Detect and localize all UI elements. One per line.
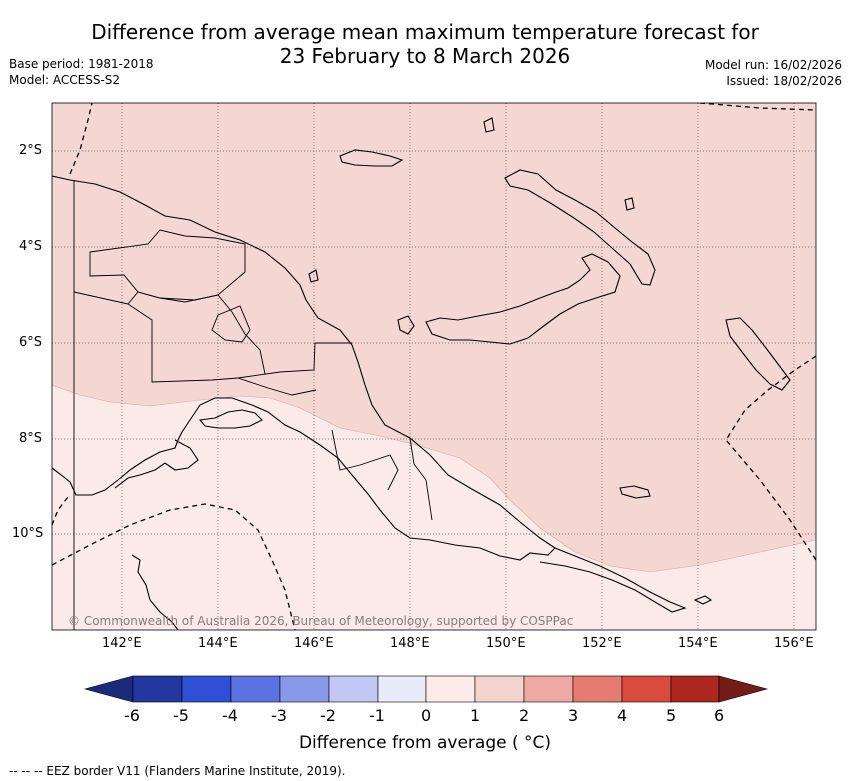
coastlines xyxy=(52,117,791,630)
colorbar-label: 1 xyxy=(470,706,481,725)
model-name: Model: ACCESS-S2 xyxy=(9,73,121,87)
colorbar-label: -5 xyxy=(173,706,189,725)
lon-label-156e: 156°E xyxy=(774,636,814,651)
border-province-5 xyxy=(237,377,317,396)
eez-west xyxy=(52,496,69,526)
colorbar-label: -1 xyxy=(369,706,385,725)
lat-label-10s: 10°S xyxy=(12,526,44,541)
base-period: Base period: 1981-2018 xyxy=(9,57,154,71)
colorbar-bin xyxy=(474,675,525,703)
colorbar-title: Difference from average ( °C) xyxy=(298,733,552,753)
eez-south-west xyxy=(52,503,296,630)
title-line-2: 23 February to 8 March 2026 xyxy=(279,44,571,68)
coast-bismarck-islet-2 xyxy=(624,197,635,211)
anomaly-zone-1-2 xyxy=(52,103,816,573)
colorbar-bin xyxy=(621,675,672,703)
colorbar-label: 0 xyxy=(421,706,432,725)
lat-label-8s: 8°S xyxy=(19,431,43,446)
coast-bismarck-islet-3 xyxy=(308,269,319,283)
issued-date: Issued: 18/02/2026 xyxy=(726,74,842,88)
coast-torres-islands xyxy=(198,409,263,429)
colorbar-label: -4 xyxy=(222,706,238,725)
colorbar-label: 2 xyxy=(519,706,530,725)
colorbar-label: -6 xyxy=(124,706,140,725)
border-province-3 xyxy=(127,291,266,375)
lon-label-148e: 148°E xyxy=(390,636,430,651)
coast-cape-york xyxy=(131,554,179,630)
model-run: Model run: 16/02/2026 xyxy=(704,58,842,72)
lon-label-152e: 152°E xyxy=(582,636,622,651)
coast-manus xyxy=(339,149,404,167)
coast-woodlark xyxy=(619,485,651,499)
lon-label-142e: 142°E xyxy=(102,636,142,651)
eez-east xyxy=(725,355,816,561)
lon-label-150e: 150°E xyxy=(486,636,526,651)
colorbar-bin xyxy=(572,675,623,703)
colorbar-bin xyxy=(132,675,183,703)
colorbar-bin xyxy=(279,675,330,703)
border-province-1 xyxy=(89,229,246,301)
eez-footnote: -- -- -- EEZ border V11 (Flanders Marine… xyxy=(9,764,346,778)
colorbar-label: 4 xyxy=(617,706,628,725)
coast-rossel xyxy=(693,595,713,605)
coast-bismarck-islet-1 xyxy=(483,117,495,133)
coast-new-guinea xyxy=(52,175,556,561)
lat-label-2s: 2°S xyxy=(19,143,43,158)
border-province-4 xyxy=(211,305,251,343)
border-province-6 xyxy=(331,429,399,491)
eez-borders xyxy=(52,103,816,630)
colorbar-bin xyxy=(230,675,281,703)
colorbar-under-arrow xyxy=(83,675,134,703)
graticule xyxy=(52,103,816,630)
colorbar-bin xyxy=(425,675,476,703)
lon-label-144e: 144°E xyxy=(198,636,238,651)
colorbar-over-arrow xyxy=(718,675,769,703)
copyright-text: © Commonwealth of Australia 2026, Bureau… xyxy=(68,614,574,628)
eez-north-east xyxy=(699,103,816,111)
colorbar-bin xyxy=(377,675,427,703)
border-province-2 xyxy=(73,291,352,383)
colorbar-label: -2 xyxy=(320,706,336,725)
lat-label-6s: 6°S xyxy=(19,335,43,350)
coast-new-britain xyxy=(425,253,621,345)
coast-fly-delta xyxy=(114,439,199,489)
lon-label-154e: 154°E xyxy=(678,636,718,651)
eez-north-west xyxy=(69,103,93,175)
colorbar xyxy=(83,675,769,703)
map-plot-area xyxy=(52,103,816,630)
coast-new-ireland xyxy=(504,169,656,286)
coast-bougainville xyxy=(725,317,791,391)
lon-label-146e: 146°E xyxy=(294,636,334,651)
colorbar-bin xyxy=(328,675,379,703)
colorbar-bin xyxy=(670,675,720,703)
coast-trobriand xyxy=(397,315,415,335)
colorbar-label: 6 xyxy=(714,706,725,725)
coast-southeast-tail xyxy=(539,547,687,613)
border-province-7 xyxy=(409,437,433,521)
colorbar-bin xyxy=(181,675,232,703)
colorbar-label: -3 xyxy=(271,706,287,725)
colorbar-label: 5 xyxy=(666,706,677,725)
lat-label-4s: 4°S xyxy=(19,239,43,254)
colorbar-bin xyxy=(523,675,574,703)
colorbar-label: 3 xyxy=(568,706,579,725)
province-borders xyxy=(73,180,433,630)
map-frame xyxy=(51,102,817,631)
title-line-1: Difference from average mean maximum tem… xyxy=(91,20,759,44)
